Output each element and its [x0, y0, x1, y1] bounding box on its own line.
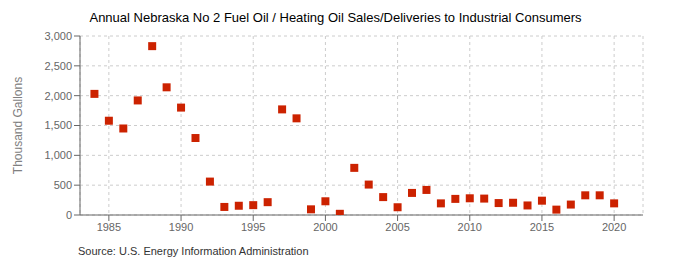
svg-text:Thousand Gallons: Thousand Gallons — [11, 77, 25, 174]
html-text:Source: U.S. Energy Informatio: Source: U.S. Energy Information Administ… — [78, 245, 309, 257]
svg-text:2020: 2020 — [602, 221, 626, 233]
svg-text:3,000: 3,000 — [44, 30, 72, 42]
svg-text:2000: 2000 — [313, 221, 337, 233]
svg-text:2010: 2010 — [458, 221, 482, 233]
svg-text:2015: 2015 — [530, 221, 554, 233]
svg-text:2,000: 2,000 — [44, 90, 72, 102]
svg-text:2005: 2005 — [385, 221, 409, 233]
svg-text:500: 500 — [54, 179, 72, 191]
svg-text:0: 0 — [66, 209, 72, 221]
svg-text:1995: 1995 — [241, 221, 265, 233]
svg-text:1990: 1990 — [169, 221, 193, 233]
svg-text:1985: 1985 — [97, 221, 121, 233]
svg-text:1,000: 1,000 — [44, 149, 72, 161]
svg-text:1,500: 1,500 — [44, 119, 72, 131]
svg-text:2,500: 2,500 — [44, 60, 72, 72]
html-text:Annual Nebraska No 2 Fuel Oil: Annual Nebraska No 2 Fuel Oil / Heating … — [89, 10, 582, 25]
